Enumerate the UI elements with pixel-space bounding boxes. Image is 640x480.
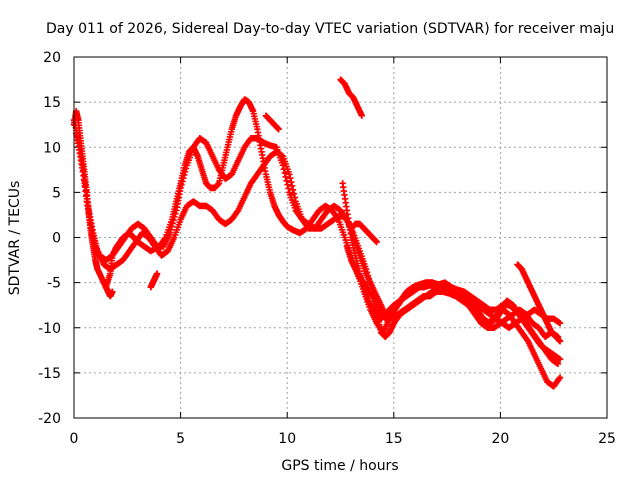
y-tick-label: -15 [38,366,61,382]
y-tick-label: -10 [38,321,61,337]
series-track-9 [102,283,116,300]
series-track-8 [514,261,564,345]
y-tick-label: 10 [43,140,61,156]
y-tick-label: 15 [43,95,61,111]
data-point-track-3-26-6 [234,208,241,215]
series-track-7 [337,76,366,119]
series-track-1 [70,96,564,390]
data-point-track-5-37-0 [556,356,564,363]
data-point-track-7-5-0 [358,112,366,119]
data-point-track-11-3-0 [275,126,282,133]
data-point-track-8-10-0 [556,338,564,345]
data-point-track-2-19-5 [181,168,189,175]
data-point-track-1-89-6 [524,336,531,344]
y-axis-label: SDTVAR / TECUs [7,181,23,296]
data-point-track-2-19-4 [181,171,188,179]
data-point-track-3-35-5 [290,190,298,197]
y-tick-label: -5 [47,276,61,292]
data-point-track-3-35-0 [286,171,293,178]
data-point-track-6-6-0 [373,238,380,246]
data-point-track-3-35-1 [287,174,294,182]
series-track-6 [347,220,380,246]
tick-labels: 0 5 10 15 20 25 -20 -15 -10 -5 0 5 10 15 20 [38,50,616,447]
data-point-track-2-35-3 [282,173,289,181]
data-point-track-1-95-0 [556,374,564,381]
series-track-10 [147,270,161,291]
data-point-track-2-17-4 [170,216,177,224]
data-point-track-2-35-4 [283,177,290,184]
data-point-track-2-17-0 [166,229,174,237]
series-track-11 [262,112,282,133]
data-point-track-2-19-6 [182,165,190,172]
data-point-track-3-35-3 [288,182,296,190]
data-point-track-2-19-1 [178,181,185,188]
x-tick-label: 5 [176,431,185,447]
x-tick-label: 0 [70,431,79,447]
data-point-track-10-3-0 [153,270,161,277]
data-point-track-2-17-6 [172,210,179,217]
chart-title: Day 011 of 2026, Sidereal Day-to-day VTE… [46,21,614,37]
data-point-track-2-19-3 [180,174,187,182]
y-tick-label: 20 [43,50,61,66]
grid-lines [74,57,607,418]
data-point-track-4-38-0 [556,320,564,327]
data-point-track-2-17-5 [171,213,178,221]
y-tick-label: 5 [52,185,61,201]
plot-frame [73,56,608,419]
data-point-track-3-35-6 [291,194,299,201]
data-point-track-2-35-5 [284,181,291,188]
data-point-track-2-17-2 [168,223,175,230]
data-point-track-2-17-3 [169,220,176,227]
data-point-track-2-35-6 [285,185,292,192]
data-point-track-2-17-1 [167,226,175,233]
data-point-track-3-35-2 [287,178,295,186]
data-points [70,76,564,390]
data-point-track-2-19-2 [179,178,186,185]
data-point-track-2-78-0 [554,360,562,368]
data-point-track-3-35-4 [289,186,297,193]
x-tick-label: 10 [278,431,296,447]
data-point-track-9-3-0 [109,288,116,295]
x-tick-label: 15 [385,431,403,447]
y-tick-label: -20 [38,411,61,427]
data-point-track-2-35-2 [281,169,288,177]
x-tick-label: 25 [598,431,616,447]
series-track-5 [343,243,564,363]
x-axis-label: GPS time / hours [281,458,398,474]
data-point-track-2-19-0 [177,184,184,192]
x-tick-label: 20 [491,431,509,447]
data-point-track-1-94-6 [555,375,563,382]
y-tick-label: 0 [52,231,61,247]
